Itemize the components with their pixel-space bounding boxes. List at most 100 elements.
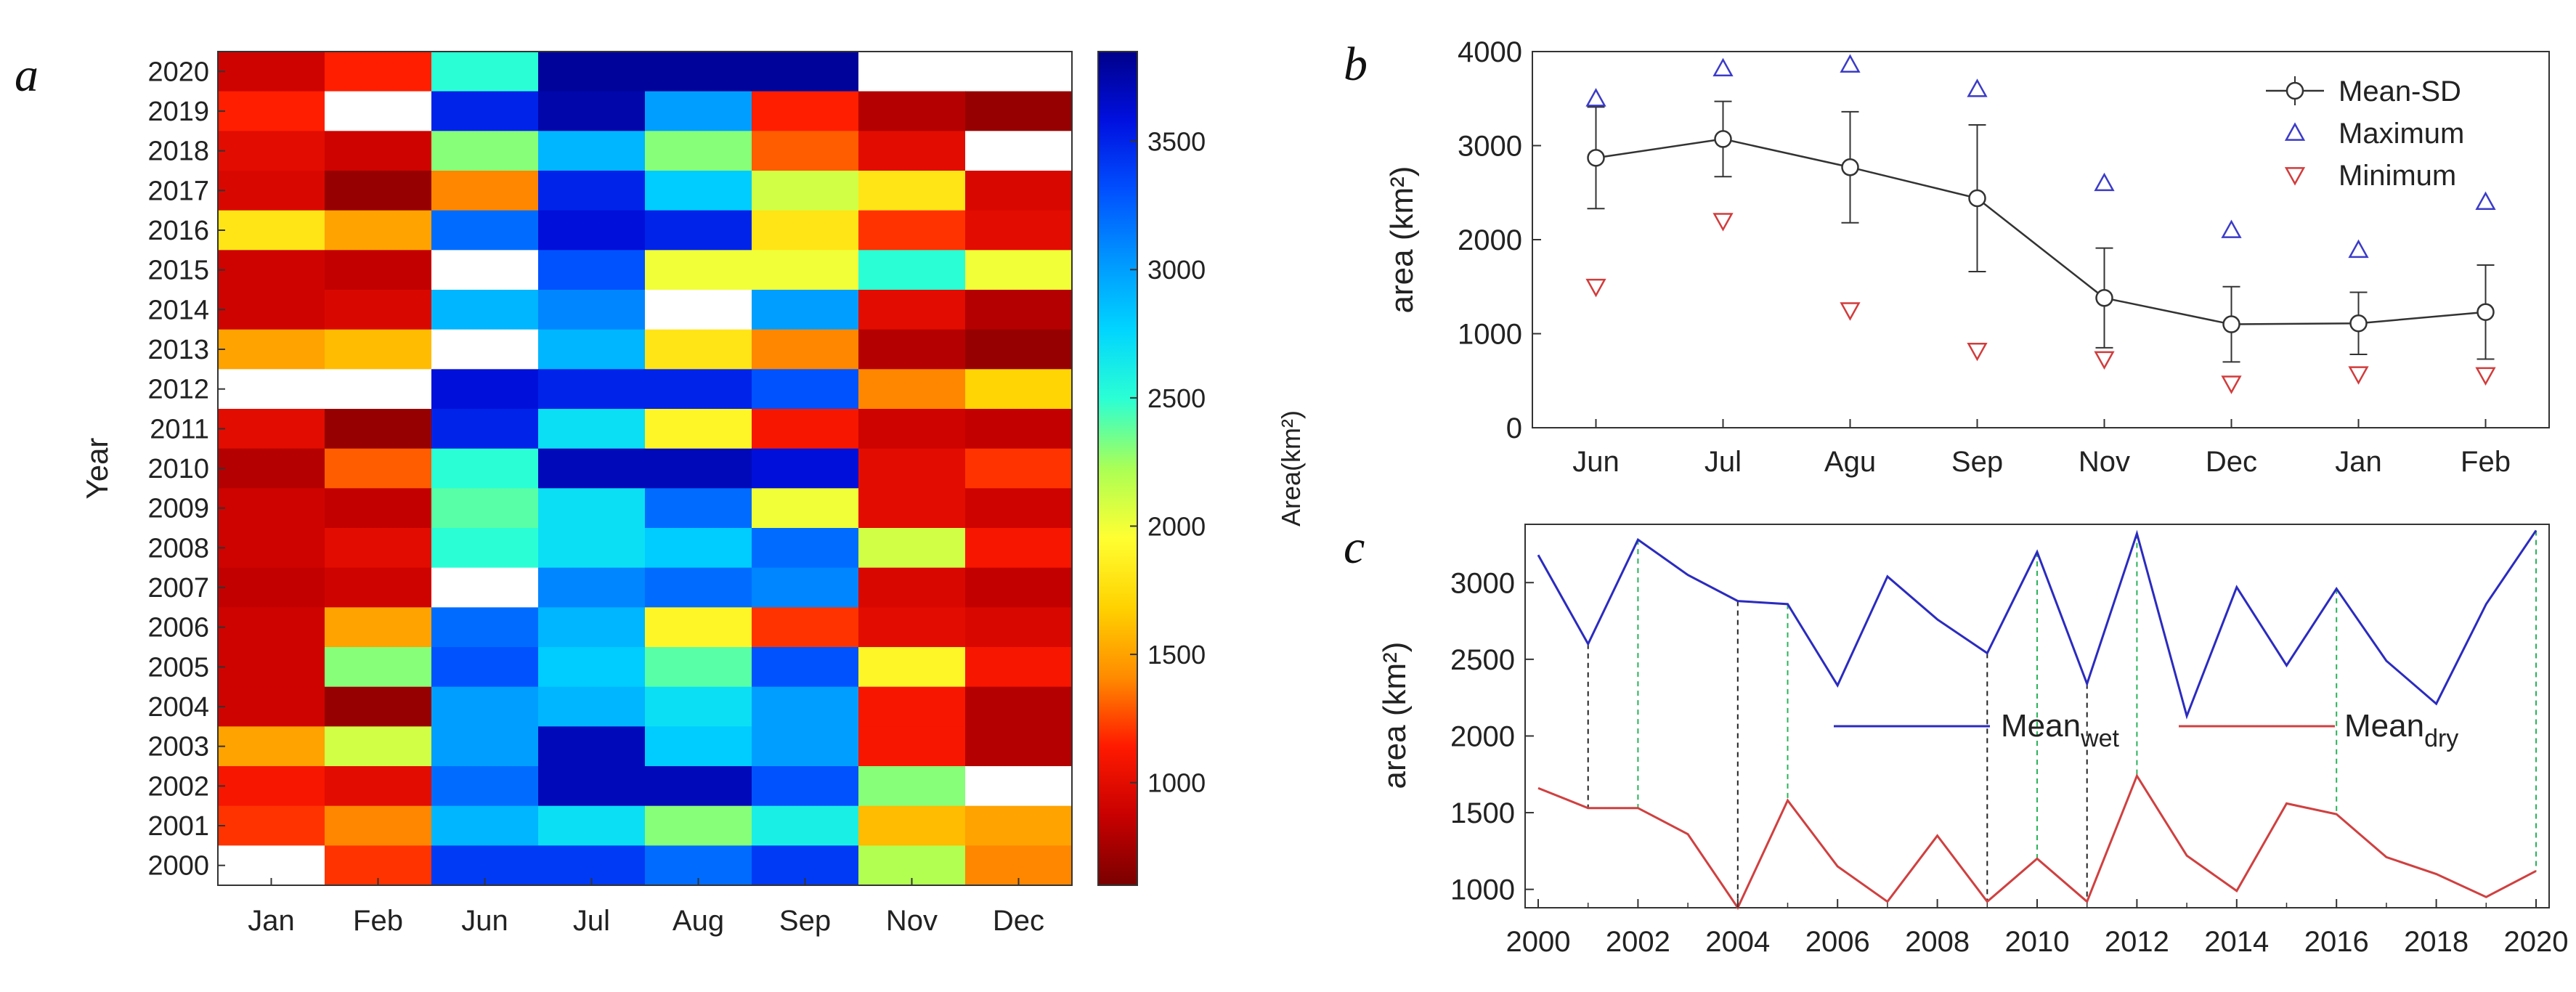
heatmap-cell [538,805,646,846]
heatmap-cell [218,91,325,131]
heatmap-cell [858,567,966,608]
panel-b-ylabel: area (km²) [1384,166,1420,314]
panel-c-x-tick-label: 2002 [1606,926,1670,958]
heatmap-cell [965,290,1073,330]
panel-b-mean-point [2349,314,2368,333]
heatmap-cell [538,91,646,131]
heatmap-cell [431,91,539,131]
heatmap-month-label: Feb [353,905,403,937]
heatmap-cell [325,91,432,131]
heatmap-cell [752,766,859,807]
heatmap-cell [538,567,646,608]
heatmap-cell [965,329,1073,370]
heatmap-cell [965,369,1073,410]
heatmap-month-label: Aug [673,905,724,937]
legend-max-label: Maximum [2339,118,2464,150]
colorbar-tick-label: 2500 [1147,383,1206,413]
heatmap-year-label: 2002 [147,771,209,802]
heatmap-cell [538,250,646,290]
panel-b-min-point [2221,375,2242,394]
colorbar-ticks: 1000 1500 2000 2500 3000 3500 [1130,127,1206,798]
heatmap-cell [431,528,539,569]
heatmap-cell [431,210,539,251]
panel-c-x-tick-label: 2018 [2404,926,2469,958]
heatmap-cell [538,52,646,92]
panel-b-max-point [2475,191,2496,211]
heatmap-cell [645,250,752,290]
heatmap-year-label: 2006 [147,613,209,643]
heatmap-cell [965,448,1073,489]
panel-c-x-tick-label: 2010 [2005,926,2070,958]
heatmap-cell [218,488,325,529]
heatmap-cell [645,409,752,450]
heatmap-cell [645,171,752,211]
colorbar-label: Area(km²) [1276,410,1306,527]
heatmap-cell [431,567,539,608]
panel-c-ylabel-text: area (km²) [1377,642,1413,789]
panel-b-mean-line [1596,138,2486,325]
heatmap-year-label: 2010 [147,454,209,484]
panel-b-y-tick-label: 2000 [1458,224,1522,256]
heatmap-cell [965,528,1073,569]
panel-b-max-point [2348,239,2369,259]
panel-b-min-point [1967,342,1988,362]
panel-b-max-point [2221,219,2242,238]
legend-wet-label: Meanwet [2001,708,2120,752]
heatmap-cell [858,448,966,489]
heatmap-month-label: Dec [993,905,1044,937]
heatmap-cell [645,726,752,767]
panel-b-y-tick-label: 1000 [1458,319,1522,351]
heatmap-cell [218,250,325,290]
heatmap-cell [218,409,325,450]
heatmap-cell [645,369,752,410]
heatmap-cell [431,766,539,807]
heatmap-cell [858,607,966,648]
panel-b-min-point [2348,366,2369,385]
heatmap-cell [325,488,432,529]
heatmap-year-label: 2018 [147,137,209,167]
panel-b-letter: b [1344,38,1368,91]
panel-c-connectors [1587,530,2537,908]
panel-b-frame [1532,51,2550,428]
panel-b-ylabel-text: area (km²) [1384,166,1420,314]
legend-dry-label: Meandry [2344,708,2458,752]
panel-b-y-ticks: 0 1000 2000 3000 4000 [1458,36,1541,444]
heatmap-cell [538,448,646,489]
panel-c-x-tick-label: 2006 [1805,926,1870,958]
heatmap-cell [218,290,325,330]
heatmap-cell [431,131,539,171]
legend-wet-subscript: wet [2080,725,2119,752]
panel-b-mean-point [1714,130,1732,148]
heatmap-month-label: Jan [248,905,295,937]
heatmap-cell [645,805,752,846]
heatmap-cell [752,91,859,131]
heatmap-cell [965,250,1073,290]
heatmap-cell [645,329,752,370]
heatmap-cell [752,528,859,569]
panel-b-x-tick-label: Feb [2461,446,2511,478]
legend-min-label: Minimum [2339,160,2456,192]
heatmap-cell [218,686,325,727]
panel-c-y-tick-label: 3000 [1450,567,1515,599]
panel-b-min-point [1712,213,1734,232]
heatmap-cell [538,409,646,450]
heatmap-cell [325,686,432,727]
heatmap-ylabel: Year [80,438,114,500]
heatmap-year-label: 2012 [147,375,209,405]
heatmap-cell [431,329,539,370]
heatmap-cell [218,369,325,410]
heatmap-cell [752,805,859,846]
legend-mean-label: Mean-SD [2339,76,2461,107]
heatmap-cell [431,52,539,92]
legend-dry-name: Mean [2344,708,2424,744]
heatmap-cell [218,805,325,846]
panel-c-x-tick-label: 2000 [1506,926,1571,958]
heatmap-cell [431,805,539,846]
heatmap-cell [965,131,1073,171]
panel-b-mean-point [1587,149,1605,167]
heatmap-cell [645,607,752,648]
heatmap-cell [858,528,966,569]
heatmap-cell [645,52,752,92]
panel-b-max-point [2094,172,2115,192]
heatmap-cell [858,488,966,529]
